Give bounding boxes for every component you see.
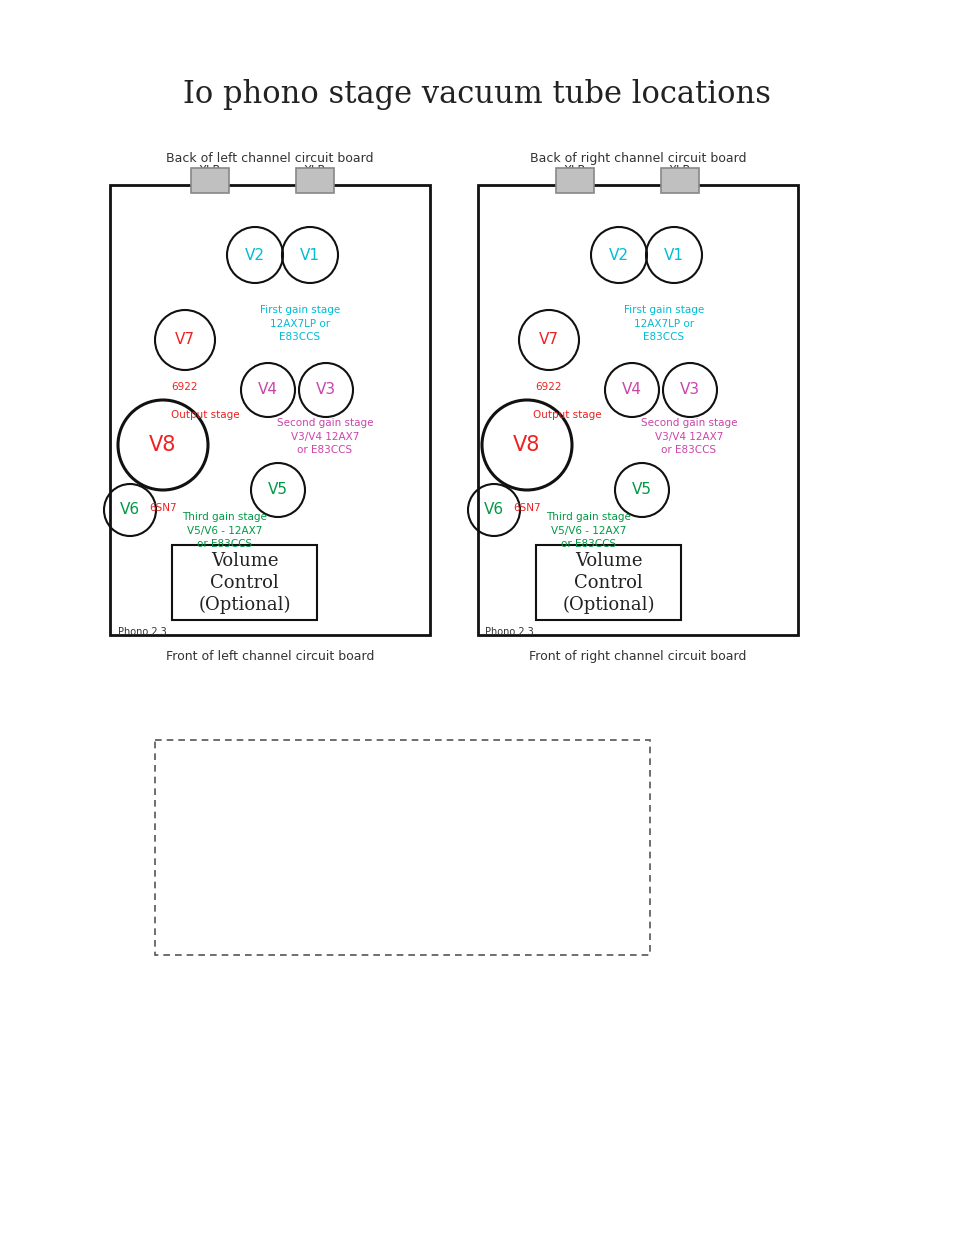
- Bar: [172, 545, 316, 620]
- Text: V7: V7: [538, 332, 558, 347]
- Text: V4: V4: [257, 383, 277, 398]
- Text: V7: V7: [174, 332, 194, 347]
- Text: V3: V3: [315, 383, 335, 398]
- Text: Front of right channel circuit board: Front of right channel circuit board: [529, 650, 746, 663]
- Text: Control: Control: [574, 573, 642, 592]
- Text: XLR: XLR: [668, 164, 691, 177]
- Text: Front of left channel circuit board: Front of left channel circuit board: [166, 650, 374, 663]
- Text: V6: V6: [120, 503, 140, 517]
- Text: Io phono stage vacuum tube locations: Io phono stage vacuum tube locations: [183, 79, 770, 110]
- Text: V3: V3: [679, 383, 700, 398]
- Text: Third gain stage
V5/V6 - 12AX7
or E83CCS: Third gain stage V5/V6 - 12AX7 or E83CCS: [546, 513, 631, 550]
- Bar: [660, 168, 699, 193]
- Text: First gain stage
12AX7LP or
E83CCS: First gain stage 12AX7LP or E83CCS: [259, 305, 340, 342]
- Bar: [191, 168, 229, 193]
- Text: Phono 2.3: Phono 2.3: [484, 627, 533, 637]
- Text: V1: V1: [663, 247, 683, 263]
- Text: (Optional): (Optional): [561, 595, 654, 614]
- Text: V5: V5: [631, 483, 651, 498]
- Text: V8: V8: [513, 435, 540, 454]
- Text: Volume: Volume: [574, 552, 641, 569]
- Text: Output stage: Output stage: [171, 410, 239, 420]
- Text: XLR: XLR: [198, 164, 221, 177]
- Text: XLR: XLR: [303, 164, 326, 177]
- Text: First gain stage
12AX7LP or
E83CCS: First gain stage 12AX7LP or E83CCS: [623, 305, 703, 342]
- Text: Back of left channel circuit board: Back of left channel circuit board: [166, 152, 374, 165]
- Text: Third gain stage
V5/V6 - 12AX7
or E83CCS: Third gain stage V5/V6 - 12AX7 or E83CCS: [182, 513, 267, 550]
- Bar: [477, 185, 797, 635]
- Bar: [295, 168, 334, 193]
- Text: V5: V5: [268, 483, 288, 498]
- Text: Volume: Volume: [211, 552, 278, 569]
- Bar: [154, 740, 649, 955]
- Text: Phono 2.3: Phono 2.3: [118, 627, 167, 637]
- Text: 6SN7: 6SN7: [513, 503, 540, 513]
- Text: V2: V2: [245, 247, 265, 263]
- Text: V1: V1: [299, 247, 319, 263]
- Text: V4: V4: [621, 383, 641, 398]
- Text: 6SN7: 6SN7: [149, 503, 176, 513]
- Text: Second gain stage
V3/V4 12AX7
or E83CCS: Second gain stage V3/V4 12AX7 or E83CCS: [640, 417, 737, 456]
- Text: Second gain stage
V3/V4 12AX7
or E83CCS: Second gain stage V3/V4 12AX7 or E83CCS: [276, 417, 373, 456]
- Text: V8: V8: [150, 435, 176, 454]
- Text: 6922: 6922: [536, 382, 561, 391]
- Text: 6922: 6922: [172, 382, 198, 391]
- Bar: [536, 545, 680, 620]
- Bar: [556, 168, 594, 193]
- Text: XLR: XLR: [563, 164, 586, 177]
- Text: V6: V6: [483, 503, 503, 517]
- Text: Control: Control: [210, 573, 278, 592]
- Text: V2: V2: [608, 247, 628, 263]
- Text: Output stage: Output stage: [532, 410, 600, 420]
- Text: (Optional): (Optional): [198, 595, 291, 614]
- Bar: [110, 185, 430, 635]
- Text: Back of right channel circuit board: Back of right channel circuit board: [529, 152, 745, 165]
